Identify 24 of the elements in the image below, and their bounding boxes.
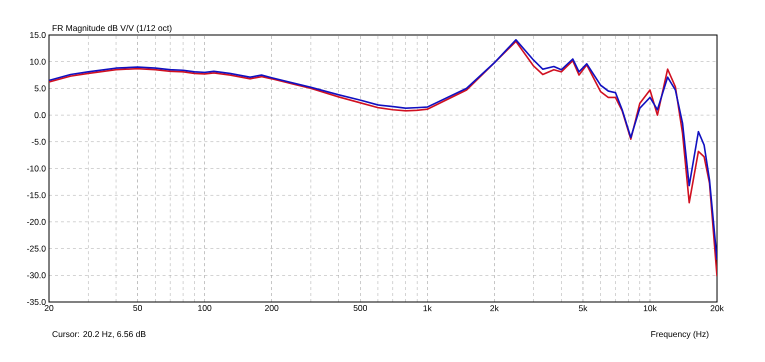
y-tick-label: 15.0 bbox=[30, 32, 46, 38]
x-tick-label: 5k bbox=[578, 305, 588, 312]
x-tick-label: 200 bbox=[265, 305, 278, 312]
x-tick-label: 2k bbox=[490, 305, 499, 312]
y-tick-label: -25.0 bbox=[27, 246, 46, 252]
x-axis-title: Frequency (Hz) bbox=[651, 330, 708, 339]
x-tick-label: 20 bbox=[44, 305, 54, 312]
x-tick-label: 100 bbox=[198, 305, 212, 312]
y-tick-label: -30.0 bbox=[27, 272, 46, 278]
y-tick-label: 10.0 bbox=[30, 58, 46, 65]
y-tick-label: -10.0 bbox=[27, 166, 46, 172]
chart-title: FR Magnitude dB V/V (1/12 oct) bbox=[52, 24, 172, 33]
y-tick-label: -35.0 bbox=[27, 299, 46, 305]
x-tick-label: 10k bbox=[644, 305, 657, 312]
x-tick-label: 20k bbox=[710, 305, 724, 312]
y-tick-label: 0.0 bbox=[34, 112, 46, 118]
y-tick-label: 5.0 bbox=[34, 85, 46, 92]
y-tick-label: -5.0 bbox=[32, 138, 46, 145]
x-tick-label: 50 bbox=[133, 305, 142, 312]
x-tick-label: 1k bbox=[423, 305, 432, 312]
x-tick-label: 500 bbox=[354, 305, 368, 312]
y-tick-label: -15.0 bbox=[27, 192, 46, 198]
y-tick-label: -20.0 bbox=[27, 218, 46, 225]
text: Cursor: 20.2 Hz, 6.56 dB bbox=[52, 330, 146, 338]
